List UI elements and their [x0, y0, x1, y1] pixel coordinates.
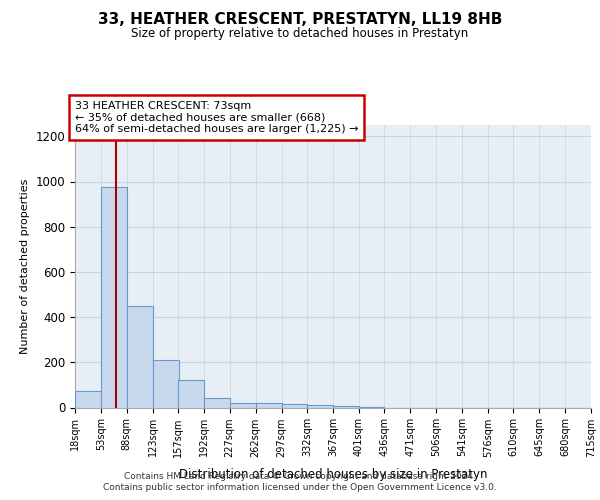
Text: 33, HEATHER CRESCENT, PRESTATYN, LL19 8HB: 33, HEATHER CRESCENT, PRESTATYN, LL19 8H…	[98, 12, 502, 28]
Bar	[75, 390, 101, 407]
Bar	[101, 187, 127, 408]
Text: Contains HM Land Registry data © Crown copyright and database right 2024.: Contains HM Land Registry data © Crown c…	[124, 472, 476, 481]
Text: Size of property relative to detached houses in Prestatyn: Size of property relative to detached ho…	[131, 28, 469, 40]
Bar	[153, 360, 179, 408]
Bar	[127, 306, 153, 408]
Bar	[230, 403, 256, 407]
Bar	[334, 406, 359, 408]
Bar	[307, 405, 334, 407]
X-axis label: Distribution of detached houses by size in Prestatyn: Distribution of detached houses by size …	[179, 468, 487, 481]
Y-axis label: Number of detached properties: Number of detached properties	[20, 178, 30, 354]
Bar	[359, 407, 385, 408]
Text: Contains public sector information licensed under the Open Government Licence v3: Contains public sector information licen…	[103, 484, 497, 492]
Bar	[178, 380, 204, 407]
Bar	[204, 398, 230, 407]
Text: 33 HEATHER CRESCENT: 73sqm
← 35% of detached houses are smaller (668)
64% of sem: 33 HEATHER CRESCENT: 73sqm ← 35% of deta…	[75, 101, 359, 134]
Bar	[281, 404, 307, 407]
Bar	[256, 403, 281, 407]
